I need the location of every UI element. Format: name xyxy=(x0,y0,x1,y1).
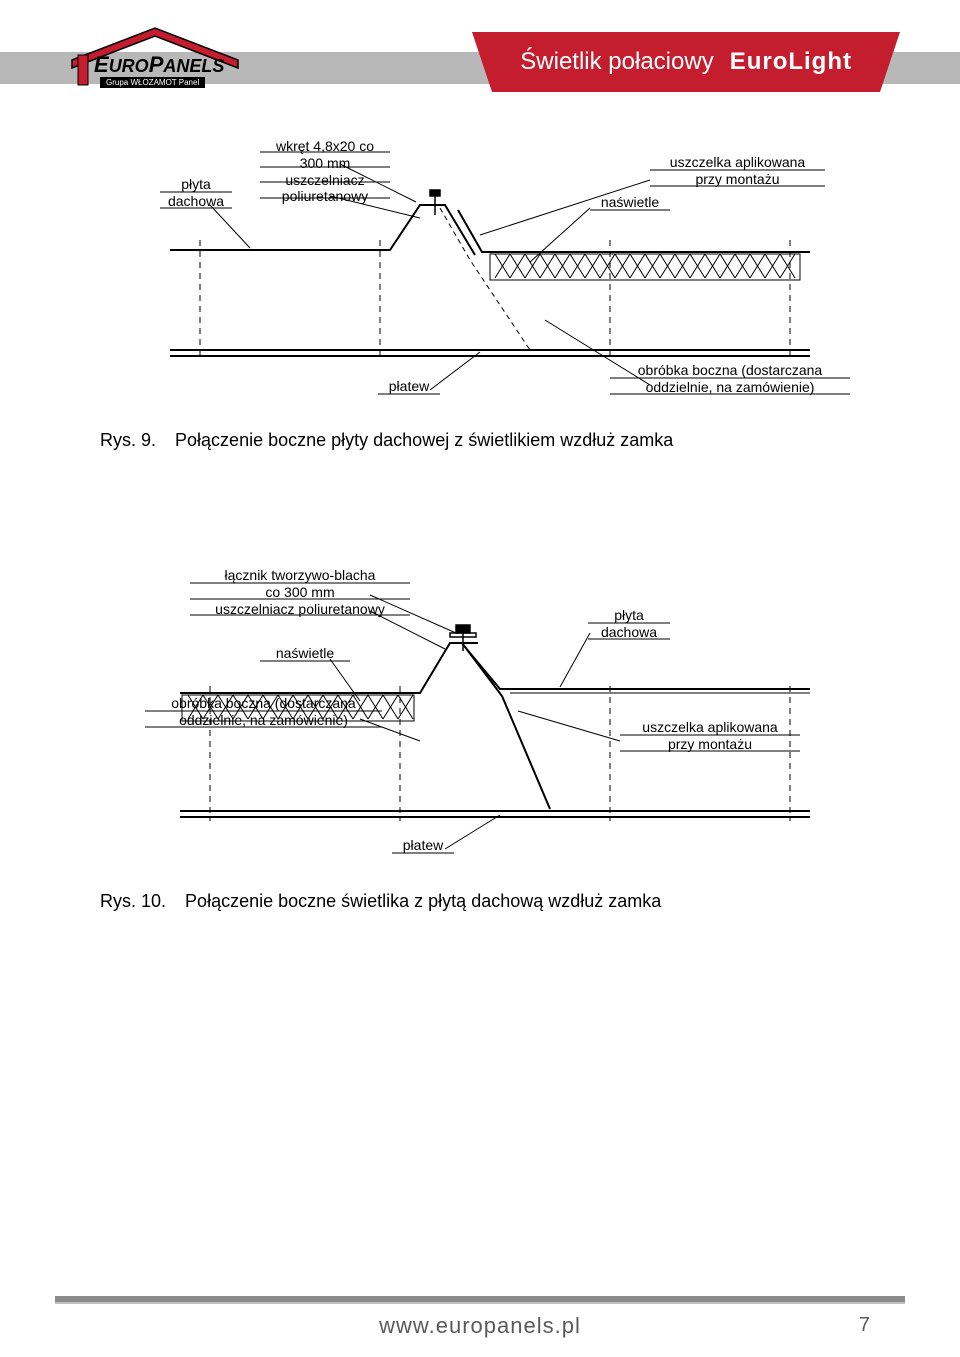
figure-10: łącznik tworzywo-blachaco 300 mmuszczeln… xyxy=(110,571,850,871)
label-plyta2: płytadachowa xyxy=(588,607,670,641)
footer-url: www.europanels.pl xyxy=(0,1313,960,1339)
label-obrobka: obróbka boczna (dostarczanaoddzielnie, n… xyxy=(610,362,850,396)
logo-text: EUROPANELS xyxy=(94,52,224,77)
title-bold: EuroLight xyxy=(730,48,852,76)
caption-num: Rys. 9. xyxy=(100,430,156,450)
page-number: 7 xyxy=(859,1314,870,1337)
figure-10-caption: Rys. 10. Połączenie boczne świetlika z p… xyxy=(100,891,960,912)
page-header: EUROPANELS Grupa WŁOZAMOT Panel Świetlik… xyxy=(0,0,960,110)
footer-divider xyxy=(55,1296,905,1302)
label-wkret: wkręt 4,8x20 co300 mmuszczelniaczpoliure… xyxy=(260,138,390,205)
label-naswietle2: naświetle xyxy=(260,645,350,662)
caption-num: Rys. 10. xyxy=(100,891,166,911)
figure-9: płytadachowa wkręt 4,8x20 co300 mmuszcze… xyxy=(110,150,850,410)
label-naswietle: naświetle xyxy=(590,194,670,211)
title-banner: Świetlik połaciowy EuroLight xyxy=(492,32,880,92)
title-light: Świetlik połaciowy xyxy=(520,48,713,76)
label-platew2: płatew xyxy=(392,837,454,854)
label-plyta-dachowa: płytadachowa xyxy=(160,176,232,210)
label-platew: płatew xyxy=(378,378,440,395)
label-obrobka2: obróbka boczna (dostarczanaoddzielnie, n… xyxy=(145,695,382,729)
label-uszczelka: uszczelka aplikowanaprzy montażu xyxy=(650,154,825,188)
figure-9-caption: Rys. 9. Połączenie boczne płyty dachowej… xyxy=(100,430,960,451)
caption-text: Połączenie boczne płyty dachowej z świet… xyxy=(175,430,673,450)
label-lacznik: łącznik tworzywo-blachaco 300 mmuszczeln… xyxy=(190,567,410,617)
caption-text: Połączenie boczne świetlika z płytą dach… xyxy=(185,891,661,911)
logo-tagline: Grupa WŁOZAMOT Panel xyxy=(100,77,205,88)
logo: EUROPANELS Grupa WŁOZAMOT Panel xyxy=(60,20,250,100)
label-uszczelka2: uszczelka aplikowanaprzy montażu xyxy=(620,719,800,753)
